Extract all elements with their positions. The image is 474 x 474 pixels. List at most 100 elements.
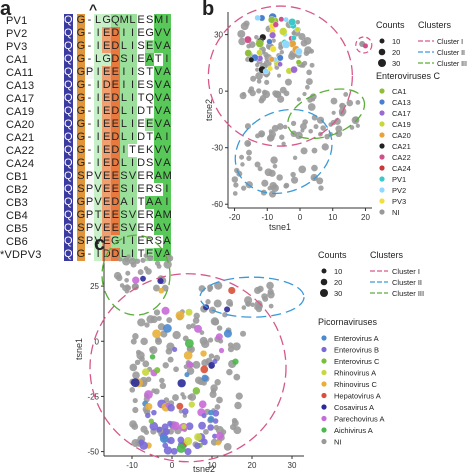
data-point (203, 428, 209, 435)
residue-cell: I (119, 27, 129, 40)
data-point (215, 333, 223, 341)
data-point (181, 424, 187, 430)
data-point (131, 423, 139, 430)
residue-cell: D (111, 105, 120, 118)
legend-species-label: Cosavirus A (334, 403, 374, 412)
x-tick-label: 0 (298, 213, 303, 222)
data-point (158, 287, 165, 294)
y-tick-label: 30 (214, 31, 223, 40)
data-point (273, 93, 279, 98)
data-point (117, 257, 123, 262)
data-point (194, 433, 202, 441)
residue-cell: D (136, 157, 146, 170)
legend-species-label: Hepatovirus A (334, 392, 381, 401)
residue-cell: E (102, 196, 111, 209)
data-point (216, 325, 223, 331)
residue-cell: Q (145, 92, 154, 105)
data-point (132, 397, 138, 404)
data-point (271, 124, 279, 132)
data-point (283, 16, 289, 23)
y-tick-label: -60 (211, 200, 223, 209)
residue-cell: I (119, 66, 129, 79)
data-point (166, 254, 174, 262)
legend-count-dot (378, 48, 386, 56)
data-point (142, 360, 150, 368)
residue-cell: Q (64, 14, 73, 27)
residue-cell: P (85, 183, 94, 196)
data-point (149, 354, 156, 360)
residue-cell: G (76, 79, 86, 92)
legend-count-dot (321, 268, 327, 274)
data-point (153, 388, 160, 395)
residue-cell: - (87, 105, 92, 117)
data-point (272, 21, 279, 28)
residue-cell: I (128, 105, 137, 118)
legend-species-label: CA21 (392, 142, 411, 151)
data-point (283, 182, 290, 189)
data-point (238, 37, 246, 46)
data-point (201, 413, 207, 419)
residue-cell: E (102, 157, 111, 170)
residue-cell: L (128, 14, 137, 27)
data-point (278, 16, 285, 22)
residue-cell: E (111, 209, 120, 222)
residue-cell: I (93, 118, 103, 131)
residue-cell: E (102, 222, 111, 235)
alignment-row: CB1 Q S P V E E S V E R A M (0, 170, 205, 183)
data-point (209, 390, 217, 398)
data-point (349, 125, 355, 130)
residue-cell: S (145, 79, 154, 92)
data-point (208, 409, 214, 416)
x-axis-label: tsne1 (269, 222, 291, 232)
sequence-name: CB1 (6, 170, 28, 183)
data-point (214, 404, 221, 410)
data-point (216, 396, 223, 404)
legend-species-label: CA1 (392, 87, 407, 96)
data-point (290, 176, 299, 184)
data-point (324, 133, 330, 140)
data-point (288, 52, 296, 60)
legend-species-label: Enterovirus B (334, 346, 379, 355)
residue-cell: V (154, 157, 163, 170)
cluster-iii-ellipse (287, 88, 366, 140)
residue-cell: V (162, 27, 172, 40)
data-point (227, 346, 235, 353)
alignment-row: CA19 Q G - I E D L I D T V A (0, 105, 205, 118)
legend-cluster-label: Cluster I (392, 267, 420, 276)
data-point (279, 49, 285, 55)
data-point (143, 266, 149, 271)
data-point (245, 300, 252, 307)
alignment-row: CB3 Q G P V E D A I T A A I (0, 196, 205, 209)
data-point (269, 45, 277, 53)
data-point (116, 274, 123, 282)
data-point (193, 312, 200, 320)
residue-cell: E (111, 183, 120, 196)
legend-species-label: PV3 (392, 197, 406, 206)
legend-counts-title: Counts (318, 250, 347, 260)
data-point (122, 285, 129, 292)
residue-cell: - (87, 144, 92, 156)
residue-cell: E (145, 248, 154, 261)
data-point (154, 367, 161, 374)
residue-cell: S (76, 170, 86, 183)
residue-cell: - (87, 53, 92, 65)
residue-cell: E (136, 183, 146, 196)
data-point (296, 97, 302, 102)
legend-species-dot (321, 427, 327, 433)
y-tick-label: -50 (87, 448, 99, 457)
data-point (228, 302, 234, 307)
data-point (295, 19, 301, 25)
data-point (212, 358, 218, 364)
data-point (130, 378, 140, 388)
data-point (198, 421, 206, 430)
alignment-row: CA1 Q G - L G D S I E A T I (0, 53, 205, 66)
data-point (129, 363, 138, 372)
data-point (129, 387, 136, 393)
data-point (218, 347, 225, 354)
sequence-name: CA24 (6, 157, 35, 170)
legend-species-dot (321, 438, 327, 445)
residue-cell: A (154, 170, 163, 183)
residue-cell: M (162, 170, 172, 183)
data-point (300, 39, 308, 47)
data-point (207, 284, 213, 291)
